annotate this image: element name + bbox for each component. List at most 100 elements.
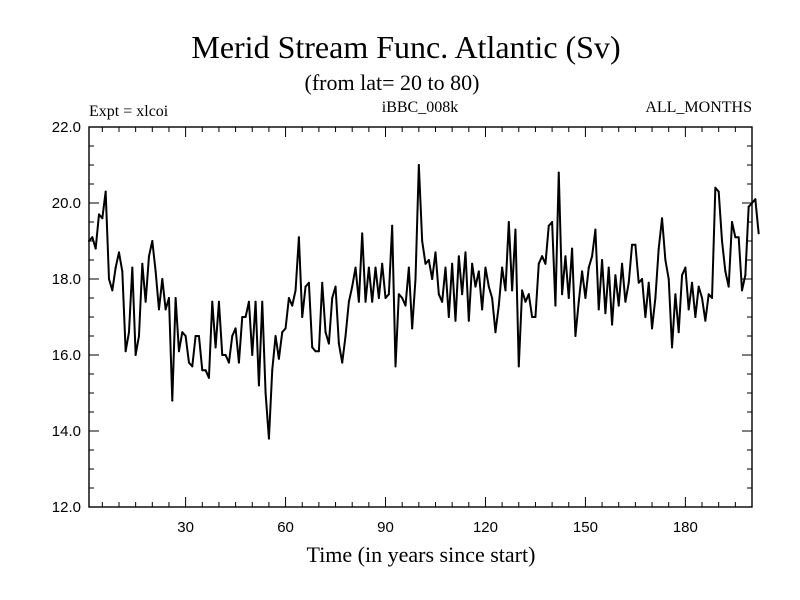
data-point <box>397 293 400 296</box>
data-point <box>604 312 607 315</box>
data-point <box>651 327 654 330</box>
data-point <box>377 297 380 299</box>
y-tick-label: 20.0 <box>52 195 81 212</box>
x-tick-label: 180 <box>673 519 698 536</box>
y-tick-label: 16.0 <box>52 347 81 364</box>
data-point <box>204 369 207 372</box>
data-point <box>554 304 557 307</box>
data-point <box>114 266 117 269</box>
data-point <box>664 259 667 261</box>
data-point <box>747 205 750 208</box>
data-point <box>491 297 494 299</box>
data-point <box>671 346 674 349</box>
data-point <box>571 247 574 250</box>
data-point <box>104 190 107 193</box>
data-point <box>691 281 694 284</box>
x-axis-ticks <box>101 127 736 507</box>
data-point <box>594 228 597 231</box>
data-point <box>484 266 487 269</box>
x-tick-label: 120 <box>473 519 498 536</box>
data-point <box>414 278 417 280</box>
data-points <box>88 164 760 440</box>
data-point <box>187 361 190 364</box>
data-point <box>524 300 527 303</box>
data-point <box>111 289 114 292</box>
data-point <box>341 361 344 364</box>
data-point <box>327 342 330 345</box>
data-point <box>681 274 684 277</box>
months-label: ALL_MONTHS <box>645 99 752 116</box>
data-point <box>197 335 200 337</box>
data-point <box>297 236 300 239</box>
data-point <box>91 236 94 239</box>
data-point <box>451 262 454 265</box>
data-point <box>314 350 317 353</box>
data-point <box>217 300 220 303</box>
data-point <box>177 350 180 353</box>
data-point <box>144 300 147 303</box>
data-point <box>514 228 517 231</box>
chart-title: Merid Stream Func. Atlantic (Sv) <box>191 29 620 65</box>
data-point <box>531 316 534 318</box>
experiment-label: Expt = xlcoi <box>89 103 169 120</box>
data-point <box>561 293 564 296</box>
data-point <box>757 232 760 235</box>
data-point <box>527 293 530 296</box>
data-point <box>457 255 460 258</box>
data-point <box>227 361 230 364</box>
data-point <box>507 221 510 223</box>
data-point <box>264 392 267 394</box>
data-point <box>101 217 104 220</box>
data-point <box>347 300 350 303</box>
data-point <box>331 297 334 299</box>
data-point <box>294 289 297 292</box>
data-point <box>247 300 250 303</box>
data-point <box>557 171 560 174</box>
data-point <box>317 350 320 353</box>
data-point <box>391 224 394 227</box>
data-point <box>704 319 707 322</box>
data-point <box>161 278 164 280</box>
data-point <box>657 247 660 250</box>
data-point <box>731 221 734 223</box>
data-point <box>437 293 440 296</box>
y-axis-tick-labels: 12.0 14.0 16.0 18.0 20.0 22.0 <box>52 119 81 516</box>
data-point <box>734 236 737 239</box>
y-axis-ticks <box>89 145 752 489</box>
data-point <box>354 266 357 269</box>
data-point <box>164 308 167 311</box>
data-point <box>551 221 554 223</box>
y-tick-label: 14.0 <box>52 423 81 440</box>
data-point <box>281 331 284 334</box>
data-point <box>737 236 740 239</box>
data-point <box>141 262 144 265</box>
data-point <box>94 247 97 250</box>
data-point <box>654 297 657 299</box>
data-point <box>444 266 447 269</box>
y-tick-label: 12.0 <box>52 499 81 516</box>
data-point <box>547 224 550 227</box>
data-point <box>127 331 130 334</box>
data-point <box>157 308 160 311</box>
data-point <box>387 293 390 296</box>
data-point <box>467 319 470 322</box>
data-point <box>611 323 614 326</box>
series-line <box>88 164 760 440</box>
data-point <box>714 186 717 189</box>
data-point <box>754 198 757 201</box>
data-point <box>477 270 480 273</box>
data-point <box>541 255 544 258</box>
data-point <box>544 262 547 265</box>
data-point <box>251 354 254 356</box>
data-point <box>357 300 360 303</box>
data-point <box>254 300 257 303</box>
data-point <box>564 255 567 258</box>
data-point <box>724 270 727 273</box>
data-point <box>534 316 537 318</box>
data-point <box>291 304 294 307</box>
data-point <box>234 327 237 330</box>
plot-frame <box>88 126 753 508</box>
data-point <box>277 357 280 360</box>
data-point <box>311 346 314 349</box>
